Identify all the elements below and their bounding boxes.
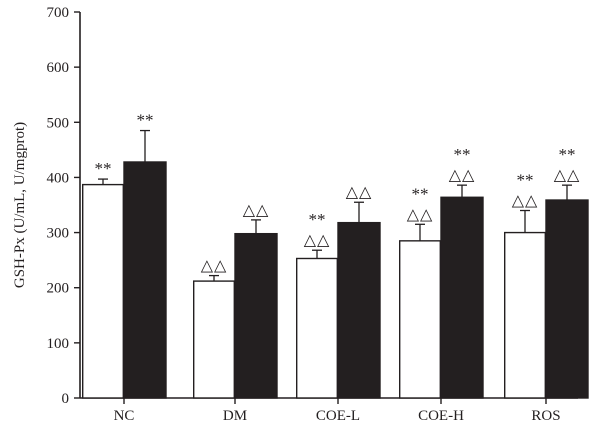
significance-triangles: △△ [346, 182, 373, 201]
significance-stars: ** [517, 171, 534, 190]
significance-triangles: △△ [512, 191, 539, 210]
y-tick-label: 0 [62, 391, 70, 407]
significance-triangles: △△ [243, 200, 270, 219]
significance-triangles: △△ [449, 165, 476, 184]
significance-stars: ** [454, 145, 471, 164]
bar-series-1 [81, 183, 124, 399]
x-tick-label: COE-H [418, 408, 464, 424]
x-tick-label: COE-L [316, 408, 360, 424]
bar-series-2 [440, 196, 484, 399]
bar-series-2 [545, 199, 589, 399]
x-tick-label: DM [223, 408, 247, 424]
y-tick-label: 200 [47, 281, 70, 297]
bar-series-2 [234, 232, 278, 399]
y-tick-label: 600 [47, 60, 70, 76]
bar-series-1 [504, 231, 547, 399]
significance-stars: ** [95, 159, 112, 178]
significance-triangles: △△ [304, 230, 331, 249]
significance-stars: ** [309, 210, 326, 229]
bar-series-1 [192, 280, 235, 399]
bar-series-1 [399, 240, 442, 399]
significance-stars: ** [412, 184, 429, 203]
y-tick-label: 700 [47, 5, 70, 21]
y-tick-label: 400 [47, 170, 70, 186]
significance-triangles: △△ [554, 165, 581, 184]
x-tick-label: NC [114, 408, 135, 424]
y-tick-label: 500 [47, 115, 70, 131]
bar-series-2 [337, 221, 381, 399]
y-tick-label: 100 [47, 336, 70, 352]
significance-stars: ** [137, 111, 154, 130]
significance-triangles: △△ [407, 204, 434, 223]
y-axis-label: GSH-Px (U/mL, U/mgprot) [12, 122, 28, 288]
bar-series-2 [123, 161, 167, 399]
plot-area: 0 100 200 300 400 500 600 700 NC ** ** DM △△ △△ COE-L △… [47, 5, 589, 424]
bar-series-1 [296, 257, 339, 399]
y-tick-label: 300 [47, 226, 70, 242]
x-tick-label: ROS [531, 408, 560, 424]
significance-triangles: △△ [201, 256, 228, 275]
significance-stars: ** [559, 145, 576, 164]
